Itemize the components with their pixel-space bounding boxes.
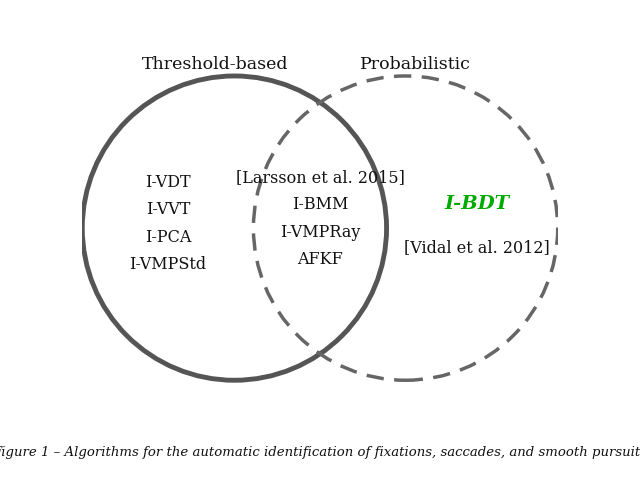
Text: I-BDT: I-BDT	[444, 195, 509, 213]
Text: Probabilistic: Probabilistic	[360, 56, 470, 72]
Text: [Larsson et al. 2015]
I-BMM
I-VMPRay
AFKF: [Larsson et al. 2015] I-BMM I-VMPRay AFK…	[236, 169, 404, 268]
Text: Figure 1 – Algorithms for the automatic identification of fixations, saccades, a: Figure 1 – Algorithms for the automatic …	[0, 446, 640, 459]
Text: [Vidal et al. 2012]: [Vidal et al. 2012]	[404, 239, 550, 256]
Text: I-VDT
I-VVT
I-PCA
I-VMPStd: I-VDT I-VVT I-PCA I-VMPStd	[129, 174, 207, 273]
Text: Threshold-based: Threshold-based	[142, 56, 289, 72]
